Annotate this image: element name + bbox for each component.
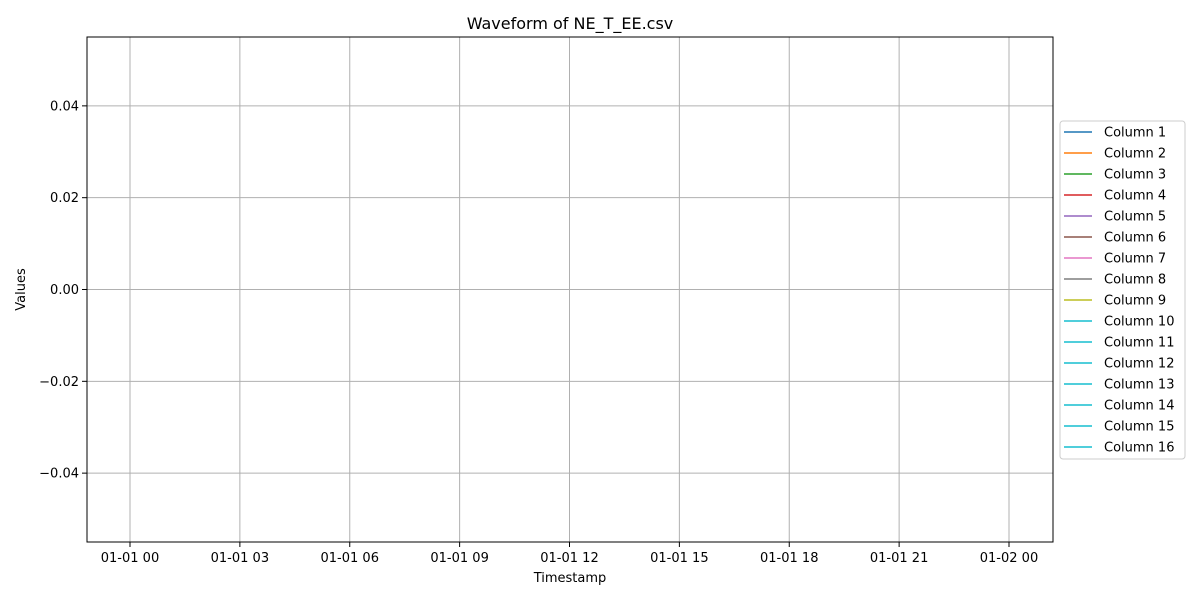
legend-item: Column 16 [1064,441,1174,456]
legend-item: Column 9 [1064,294,1166,309]
legend-label: Column 11 [1104,336,1174,351]
x-tick-label: 01-01 00 [101,551,159,566]
legend-label: Column 10 [1104,315,1174,330]
legend-item: Column 15 [1064,420,1174,435]
legend-item: Column 2 [1064,147,1166,162]
legend-label: Column 3 [1104,168,1166,183]
y-axis-label: Values [14,268,29,311]
legend-label: Column 7 [1104,252,1166,267]
y-tick-label: 0.04 [50,99,79,114]
legend-box [1059,120,1186,460]
y-tick-label: 0.00 [50,283,79,298]
legend-label: Column 9 [1104,294,1166,309]
legend-label: Column 12 [1104,357,1174,372]
legend-label: Column 6 [1104,231,1166,246]
x-tick-label: 01-02 00 [980,551,1038,566]
y-tick-label: −0.04 [39,467,79,482]
x-tick-label: 01-01 18 [760,551,818,566]
legend-label: Column 4 [1104,189,1166,204]
x-tick-label: 01-01 21 [870,551,928,566]
legend-item: Column 8 [1064,273,1166,288]
legend-label: Column 14 [1104,399,1174,414]
legend-item: Column 12 [1064,357,1174,372]
legend-item: Column 5 [1064,210,1166,225]
legend-item: Column 6 [1064,231,1166,246]
grid [87,37,1053,542]
legend-label: Column 15 [1104,420,1174,435]
x-tick-label: 01-01 12 [540,551,598,566]
legend-item: Column 7 [1064,252,1166,267]
x-axis-ticks: 01-01 00 01-01 03 01-01 06 01-01 09 01-01 12… [101,542,1038,566]
legend-label: Column 5 [1104,210,1166,225]
legend-item: Column 4 [1064,189,1166,204]
x-tick-label: 01-01 03 [211,551,269,566]
legend-item: Column 1 [1064,126,1166,141]
legend-item: Column 13 [1064,378,1174,393]
chart-title: Waveform of NE_T_EE.csv [467,14,674,34]
legend-item: Column 14 [1064,399,1174,414]
legend: Column 1 Column 2 Column 3 Column 4 Column 5… [1059,120,1186,460]
legend-item: Column 3 [1064,168,1166,183]
legend-label: Column 1 [1104,126,1166,141]
legend-item: Column 11 [1064,336,1174,351]
x-tick-label: 01-01 06 [321,551,379,566]
legend-label: Column 8 [1104,273,1166,288]
legend-label: Column 2 [1104,147,1166,162]
legend-label: Column 13 [1104,378,1174,393]
y-tick-label: 0.02 [50,191,79,206]
y-tick-label: −0.02 [39,375,79,390]
y-axis-ticks: 0.04 0.02 0.00 −0.02 −0.04 [39,99,87,482]
legend-item: Column 10 [1064,315,1174,330]
legend-label: Column 16 [1104,441,1174,456]
x-tick-label: 01-01 15 [650,551,708,566]
x-tick-label: 01-01 09 [430,551,488,566]
x-axis-label: Timestamp [533,571,607,586]
